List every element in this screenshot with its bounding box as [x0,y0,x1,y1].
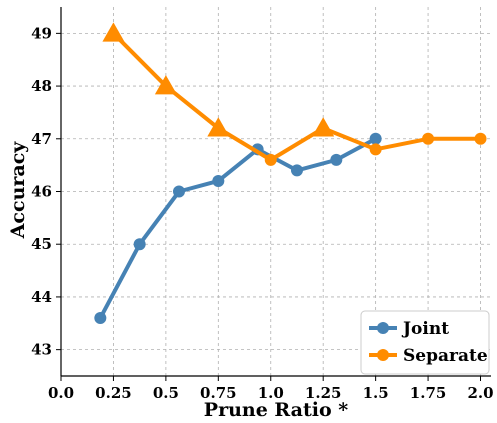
data-point-joint [133,238,146,251]
data-point-separate [154,75,177,95]
x-axis-label: Prune Ratio * [204,399,348,421]
data-point-separate [422,132,435,145]
data-point-separate [207,117,230,137]
x-tick-label: 1.75 [410,384,447,402]
data-point-joint [369,132,382,145]
series-lines [94,22,487,325]
data-point-separate [312,117,335,137]
y-tick-label: 48 [31,77,52,95]
data-point-separate [369,143,382,156]
data-point-joint [330,153,343,166]
legend-separate-label: Separate [403,346,488,366]
x-tick-label: 1.5 [363,384,389,402]
data-point-joint [212,174,225,187]
y-tick-label: 46 [31,183,52,201]
y-tick-label: 43 [31,341,52,359]
data-point-joint [172,185,185,198]
y-tick-label: 47 [31,130,52,148]
tick-labels: 0.0 0.25 0.5 0.75 1.0 1.25 1.5 1.75 2.0 43 44 45 46 4… [31,24,493,402]
data-point-joint [94,312,107,325]
series-line-joint [98,137,377,319]
legend-joint-label: Joint [401,319,449,339]
x-tick-label: 0.0 [48,384,74,402]
y-tick-label: 45 [31,235,52,253]
y-axis-label: Accuracy [7,141,29,240]
y-tick-label: 49 [31,24,52,42]
data-point-separate [264,153,277,166]
axes [56,7,491,381]
x-tick-label: 0.25 [95,384,132,402]
data-point-separate [102,22,125,42]
x-tick-label: 2.0 [467,384,493,402]
x-tick-label: 0.75 [200,384,237,402]
data-point-joint [290,164,303,177]
x-tick-label: 0.5 [153,384,179,402]
legend: Joint Separate [360,310,490,375]
legend-separate-marker [377,349,389,361]
data-point-separate [474,132,487,145]
x-tick-label: 1.25 [305,384,342,402]
x-tick-label: 1.0 [258,384,284,402]
y-tick-label: 44 [31,288,52,306]
legend-joint-marker [377,322,389,334]
